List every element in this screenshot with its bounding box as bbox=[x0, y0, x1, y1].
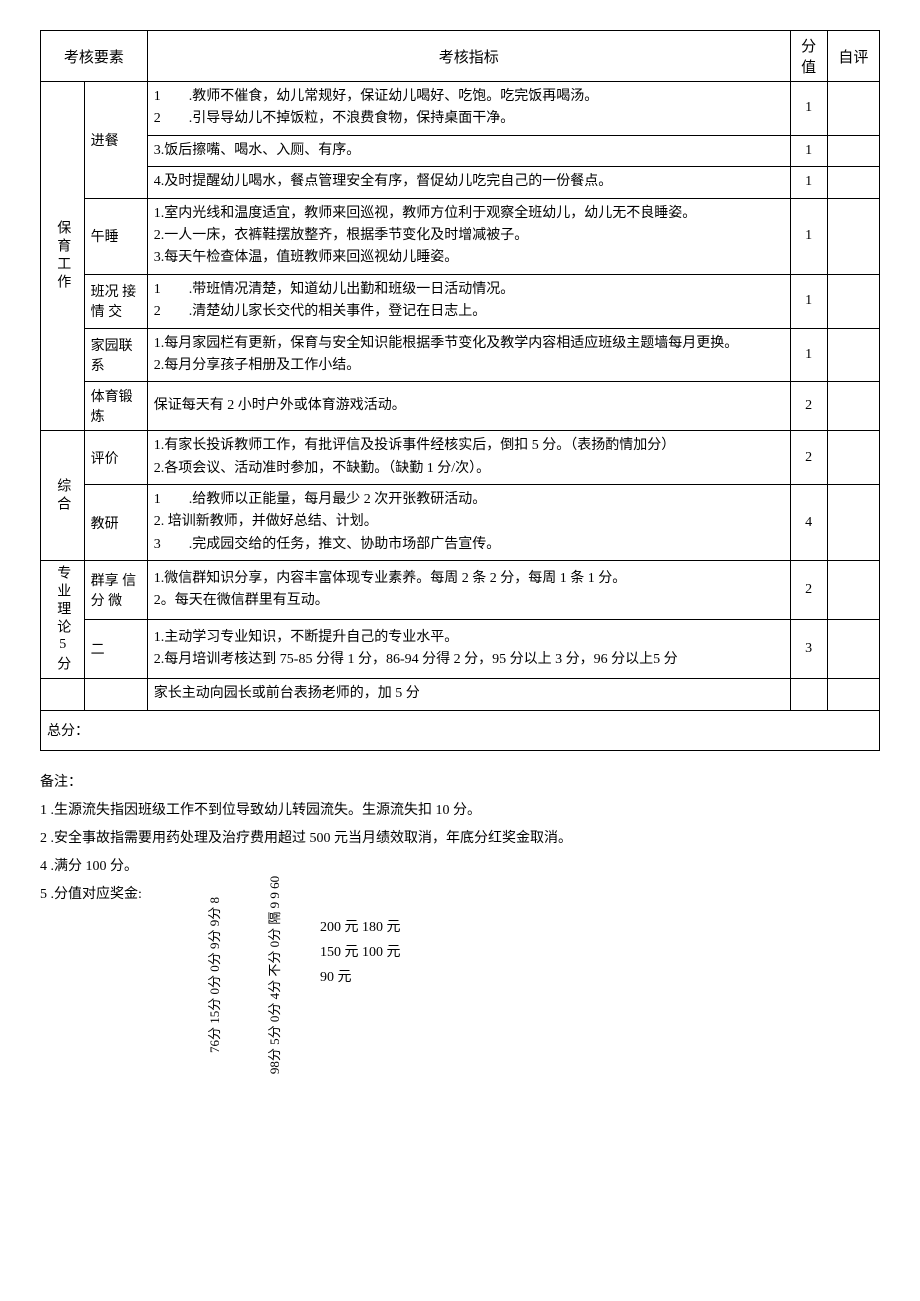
indicator-cell: 1.室内光线和温度适宜，教师来回巡视，教师方位利于观察全班幼儿，幼儿无不良睡姿。… bbox=[147, 198, 790, 274]
self-cell[interactable] bbox=[827, 167, 879, 198]
header-indicator: 考核指标 bbox=[147, 31, 790, 82]
indicator-cell: 3.饭后擦嘴、喝水、入厕、有序。 bbox=[147, 135, 790, 166]
score-cell: 4 bbox=[790, 485, 827, 561]
indicator-cell: 1.每月家园栏有更新，保育与安全知识能根据季节变化及教学内容相适应班级主题墙每月… bbox=[147, 328, 790, 382]
indicator-cell: 1.有家长投诉教师工作，有批评信及投诉事件经核实后，倒扣 5 分。（表扬酌情加分… bbox=[147, 431, 790, 485]
empty-cell bbox=[41, 679, 85, 710]
note-line: 1 .生源流失指因班级工作不到位导致幼儿转园流失。生源流失扣 10 分。 bbox=[40, 797, 880, 825]
item-cell: 二 bbox=[84, 620, 147, 679]
table-row: 保育工作进餐1 .教师不催食，幼儿常规好，保证幼儿喝好、吃饱。吃完饭再喝汤。2 … bbox=[41, 82, 880, 136]
table-row: 体育锻炼保证每天有 2 小时户外或体育游戏活动。2 bbox=[41, 382, 880, 431]
score-cell: 2 bbox=[790, 431, 827, 485]
indicator-cell: 1 .给教师以正能量，每月最少 2 次开张教研活动。2. 培训新教师，并做好总结… bbox=[147, 485, 790, 561]
indicator-cell: 1 .带班情况清楚，知道幼儿出勤和班级一日活动情况。2 .清楚幼儿家长交代的相关… bbox=[147, 274, 790, 328]
score-cell: 2 bbox=[790, 561, 827, 620]
group-cell: 专业理论5分 bbox=[41, 561, 85, 679]
self-cell[interactable] bbox=[827, 620, 879, 679]
table-row: 班况 接情 交1 .带班情况清楚，知道幼儿出勤和班级一日活动情况。2 .清楚幼儿… bbox=[41, 274, 880, 328]
item-cell: 群享 信分 微 bbox=[84, 561, 147, 620]
self-cell[interactable] bbox=[827, 382, 879, 431]
empty-cell bbox=[84, 679, 147, 710]
score-cell: 1 bbox=[790, 328, 827, 382]
self-cell[interactable] bbox=[827, 328, 879, 382]
score-cell: 1 bbox=[790, 82, 827, 136]
note-line: 4 .满分 100 分。 bbox=[40, 853, 880, 881]
table-row: 家园联系1.每月家园栏有更新，保育与安全知识能根据季节变化及教学内容相适应班级主… bbox=[41, 328, 880, 382]
indicator-cell: 1.微信群知识分享，内容丰富体现专业素养。每周 2 条 2 分，每周 1 条 1… bbox=[147, 561, 790, 620]
table-row: 教研1 .给教师以正能量，每月最少 2 次开张教研活动。2. 培训新教师，并做好… bbox=[41, 485, 880, 561]
item-cell: 教研 bbox=[84, 485, 147, 561]
table-row: 二1.主动学习专业知识，不断提升自己的专业水平。2.每月培训考核达到 75-85… bbox=[41, 620, 880, 679]
item-cell: 进餐 bbox=[84, 82, 147, 199]
extra-indicator: 家长主动向园长或前台表扬老师的，加 5 分 bbox=[147, 679, 790, 710]
item-cell: 家园联系 bbox=[84, 328, 147, 382]
score-cell: 1 bbox=[790, 274, 827, 328]
score-cell: 2 bbox=[790, 382, 827, 431]
self-cell[interactable] bbox=[827, 135, 879, 166]
score-cell: 1 bbox=[790, 167, 827, 198]
indicator-cell: 保证每天有 2 小时户外或体育游戏活动。 bbox=[147, 382, 790, 431]
total-row: 总分： bbox=[41, 710, 880, 750]
item-cell: 体育锻炼 bbox=[84, 382, 147, 431]
self-cell[interactable] bbox=[827, 198, 879, 274]
table-row: 4.及时提醒幼儿喝水，餐点管理安全有序，督促幼儿吃完自己的一份餐点。1 bbox=[41, 167, 880, 198]
group-cell: 保育工作 bbox=[41, 82, 85, 431]
extra-row: 家长主动向园长或前台表扬老师的，加 5 分 bbox=[41, 679, 880, 710]
bonus-amount-line: 200 元 180 元 bbox=[320, 915, 401, 940]
item-cell: 午睡 bbox=[84, 198, 147, 274]
score-cell: 3 bbox=[790, 620, 827, 679]
note-line: 5 .分值对应奖金: bbox=[40, 881, 880, 909]
assessment-table: 考核要素考核指标分值自评保育工作进餐1 .教师不催食，幼儿常规好，保证幼儿喝好、… bbox=[40, 30, 880, 751]
self-cell[interactable] bbox=[827, 431, 879, 485]
bonus-col-2: 98分 5分 0分 4分 不分 0分 隔 9 9 60 bbox=[215, 960, 335, 990]
self-cell[interactable] bbox=[827, 561, 879, 620]
score-cell: 1 bbox=[790, 198, 827, 274]
table-row: 3.饭后擦嘴、喝水、入厕、有序。1 bbox=[41, 135, 880, 166]
indicator-cell: 1.主动学习专业知识，不断提升自己的专业水平。2.每月培训考核达到 75-85 … bbox=[147, 620, 790, 679]
table-body: 考核要素考核指标分值自评保育工作进餐1 .教师不催食，幼儿常规好，保证幼儿喝好、… bbox=[41, 31, 880, 751]
self-cell[interactable] bbox=[827, 485, 879, 561]
empty-cell[interactable] bbox=[827, 679, 879, 710]
notes-section: 备注： 1 .生源流失指因班级工作不到位导致幼儿转园流失。生源流失扣 10 分。… bbox=[40, 769, 880, 1035]
indicator-cell: 4.及时提醒幼儿喝水，餐点管理安全有序，督促幼儿吃完自己的一份餐点。 bbox=[147, 167, 790, 198]
note-line: 2 .安全事故指需要用药处理及治疗费用超过 500 元当月绩效取消，年底分红奖金… bbox=[40, 825, 880, 853]
self-cell[interactable] bbox=[827, 274, 879, 328]
header-self: 自评 bbox=[827, 31, 879, 82]
group-cell: 综合 bbox=[41, 431, 85, 561]
table-row: 专业理论5分群享 信分 微1.微信群知识分享，内容丰富体现专业素养。每周 2 条… bbox=[41, 561, 880, 620]
notes-list: 1 .生源流失指因班级工作不到位导致幼儿转园流失。生源流失扣 10 分。2 .安… bbox=[40, 797, 880, 909]
score-cell: 1 bbox=[790, 135, 827, 166]
header-score: 分值 bbox=[790, 31, 827, 82]
notes-title: 备注： bbox=[40, 769, 880, 797]
table-row: 午睡1.室内光线和温度适宜，教师来回巡视，教师方位利于观察全班幼儿，幼儿无不良睡… bbox=[41, 198, 880, 274]
empty-cell bbox=[790, 679, 827, 710]
header-element: 考核要素 bbox=[41, 31, 148, 82]
bonus-section: 76分 15分 0分 0分 9分 9分 8 98分 5分 0分 4分 不分 0分… bbox=[200, 915, 880, 1035]
table-row: 综合评价1.有家长投诉教师工作，有批评信及投诉事件经核实后，倒扣 5 分。（表扬… bbox=[41, 431, 880, 485]
indicator-cell: 1 .教师不催食，幼儿常规好，保证幼儿喝好、吃饱。吃完饭再喝汤。2 .引导导幼儿… bbox=[147, 82, 790, 136]
total-cell: 总分： bbox=[41, 710, 880, 750]
item-cell: 班况 接情 交 bbox=[84, 274, 147, 328]
item-cell: 评价 bbox=[84, 431, 147, 485]
self-cell[interactable] bbox=[827, 82, 879, 136]
